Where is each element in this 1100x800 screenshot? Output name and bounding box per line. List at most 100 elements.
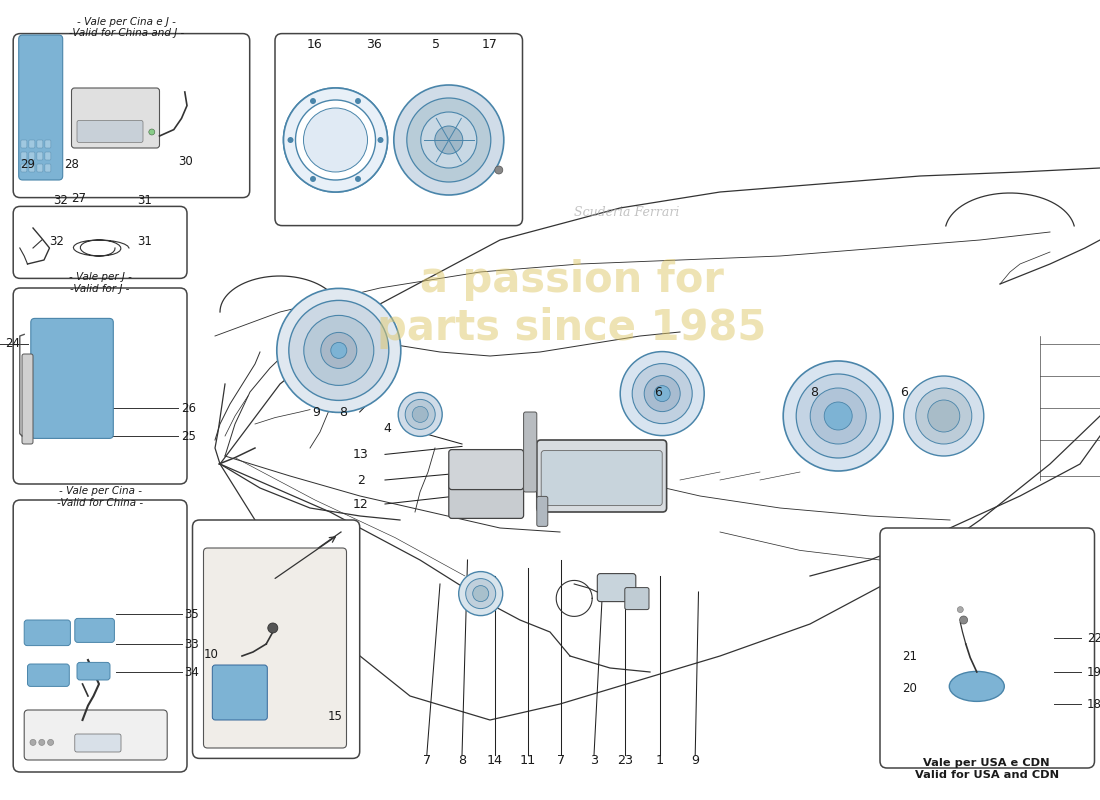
- Circle shape: [465, 578, 496, 609]
- Circle shape: [957, 606, 964, 613]
- FancyBboxPatch shape: [597, 574, 636, 602]
- FancyBboxPatch shape: [541, 450, 662, 506]
- FancyBboxPatch shape: [13, 34, 250, 198]
- FancyBboxPatch shape: [625, 587, 649, 610]
- Circle shape: [405, 399, 436, 430]
- Text: 5: 5: [431, 38, 440, 51]
- Circle shape: [355, 176, 361, 182]
- Circle shape: [310, 176, 316, 182]
- Text: 7: 7: [557, 754, 565, 766]
- FancyBboxPatch shape: [449, 474, 524, 518]
- Text: 22: 22: [1087, 632, 1100, 645]
- Circle shape: [148, 129, 155, 135]
- FancyBboxPatch shape: [37, 140, 43, 148]
- FancyBboxPatch shape: [275, 34, 522, 226]
- Circle shape: [377, 137, 384, 143]
- FancyBboxPatch shape: [19, 35, 63, 180]
- Circle shape: [304, 315, 374, 386]
- Circle shape: [421, 112, 476, 168]
- Text: Scuderia Ferrari: Scuderia Ferrari: [574, 206, 680, 218]
- Text: 9: 9: [691, 754, 700, 766]
- FancyBboxPatch shape: [75, 734, 121, 752]
- FancyBboxPatch shape: [524, 412, 537, 492]
- Text: 8: 8: [458, 754, 466, 766]
- Circle shape: [304, 108, 367, 172]
- Circle shape: [39, 739, 45, 746]
- Text: 31: 31: [138, 194, 153, 206]
- Text: 33: 33: [184, 638, 198, 650]
- FancyBboxPatch shape: [449, 450, 524, 490]
- Text: 9: 9: [311, 406, 320, 418]
- Text: 8: 8: [810, 386, 818, 398]
- FancyBboxPatch shape: [29, 152, 35, 160]
- FancyBboxPatch shape: [537, 496, 548, 526]
- Circle shape: [321, 333, 356, 368]
- Ellipse shape: [949, 671, 1004, 702]
- Text: - Vale per J -
-Valid for J -: - Vale per J - -Valid for J -: [68, 272, 132, 294]
- Text: 2: 2: [356, 474, 365, 486]
- FancyBboxPatch shape: [192, 520, 360, 758]
- FancyBboxPatch shape: [24, 620, 70, 646]
- Circle shape: [287, 137, 294, 143]
- Text: 26: 26: [182, 402, 197, 414]
- Circle shape: [284, 88, 387, 192]
- Text: 12: 12: [353, 498, 369, 510]
- FancyBboxPatch shape: [29, 164, 35, 172]
- FancyBboxPatch shape: [37, 152, 43, 160]
- Text: 16: 16: [307, 38, 322, 51]
- Circle shape: [296, 100, 375, 180]
- Circle shape: [473, 586, 488, 602]
- Text: 32: 32: [50, 235, 65, 248]
- Text: 6: 6: [653, 386, 662, 398]
- Circle shape: [394, 85, 504, 195]
- Circle shape: [916, 388, 971, 444]
- Circle shape: [927, 400, 960, 432]
- FancyBboxPatch shape: [37, 164, 43, 172]
- Circle shape: [654, 386, 670, 402]
- FancyBboxPatch shape: [77, 120, 143, 142]
- FancyBboxPatch shape: [29, 140, 35, 148]
- Circle shape: [30, 739, 36, 746]
- FancyBboxPatch shape: [72, 88, 160, 148]
- Text: 24: 24: [6, 338, 21, 350]
- FancyBboxPatch shape: [13, 206, 187, 278]
- Text: Vale per USA e CDN
Valid for USA and CDN: Vale per USA e CDN Valid for USA and CDN: [914, 758, 1059, 780]
- Circle shape: [398, 393, 442, 437]
- FancyBboxPatch shape: [77, 662, 110, 680]
- Text: 15: 15: [328, 710, 343, 722]
- FancyBboxPatch shape: [22, 354, 33, 444]
- Circle shape: [331, 342, 346, 358]
- Circle shape: [783, 361, 893, 471]
- Text: - Vale per Cina -
-Valid for China -: - Vale per Cina - -Valid for China -: [57, 486, 143, 508]
- Circle shape: [267, 623, 278, 633]
- FancyBboxPatch shape: [21, 164, 26, 172]
- Text: 27: 27: [72, 192, 87, 205]
- Text: 13: 13: [353, 448, 369, 461]
- Text: 32: 32: [53, 194, 68, 206]
- Circle shape: [796, 374, 880, 458]
- Text: 19: 19: [1087, 666, 1100, 678]
- FancyBboxPatch shape: [21, 140, 26, 148]
- FancyBboxPatch shape: [21, 152, 26, 160]
- Circle shape: [407, 98, 491, 182]
- FancyBboxPatch shape: [28, 664, 69, 686]
- Text: 31: 31: [138, 235, 153, 248]
- Text: 34: 34: [184, 666, 199, 678]
- FancyBboxPatch shape: [31, 318, 113, 438]
- Text: 36: 36: [366, 38, 382, 51]
- Text: 17: 17: [482, 38, 497, 51]
- Text: 6: 6: [900, 386, 909, 398]
- Text: 23: 23: [617, 754, 632, 766]
- FancyBboxPatch shape: [45, 164, 51, 172]
- Text: 30: 30: [178, 155, 192, 168]
- Text: 18: 18: [1087, 698, 1100, 710]
- Circle shape: [620, 352, 704, 435]
- Text: 4: 4: [383, 422, 392, 434]
- Circle shape: [904, 376, 983, 456]
- FancyBboxPatch shape: [45, 140, 51, 148]
- Text: 8: 8: [339, 406, 348, 418]
- Text: - Vale per Cina e J -
-Valid for China and J -: - Vale per Cina e J - -Valid for China a…: [69, 17, 184, 38]
- FancyBboxPatch shape: [13, 288, 187, 484]
- Text: 14: 14: [487, 754, 503, 766]
- Text: 7: 7: [422, 754, 431, 766]
